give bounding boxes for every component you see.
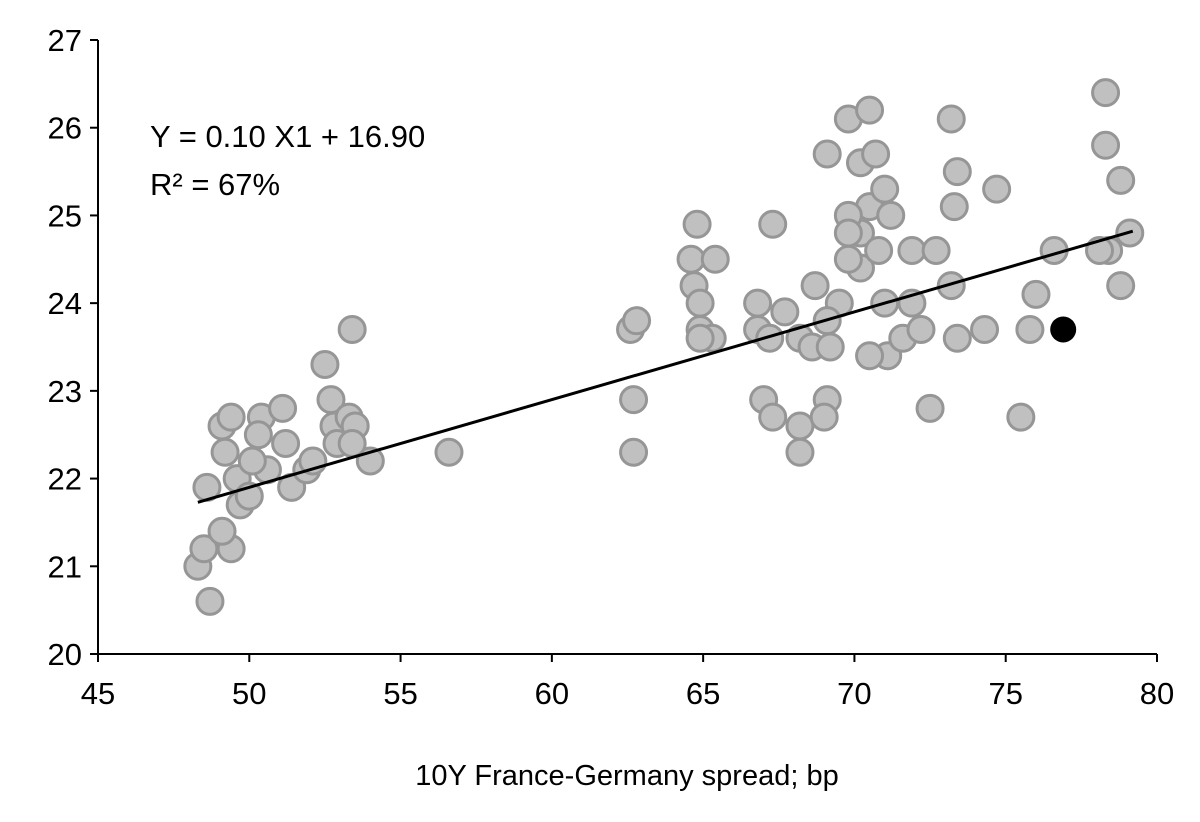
x-tick-label: 80: [1140, 676, 1174, 711]
x-tick-label: 75: [988, 676, 1022, 711]
y-tick-label: 27: [48, 23, 82, 58]
data-point: [906, 314, 936, 344]
data-point: [216, 402, 246, 432]
data-point: [619, 437, 649, 467]
data-point: [915, 393, 945, 423]
data-point: [434, 437, 464, 467]
data-point: [758, 402, 788, 432]
data-point: [676, 244, 706, 274]
data-point: [743, 288, 773, 318]
data-point: [936, 104, 966, 134]
y-tick-label: 21: [48, 549, 82, 584]
data-point: [970, 314, 1000, 344]
data-point: [939, 192, 969, 222]
data-point: [770, 297, 800, 327]
data-point: [700, 244, 730, 274]
x-tick-label: 55: [383, 676, 417, 711]
data-point: [855, 95, 885, 125]
data-point: [785, 437, 815, 467]
regression-equation: Y = 0.10 X1 + 16.90: [150, 119, 425, 154]
data-point: [268, 393, 298, 423]
data-point: [870, 174, 900, 204]
data-point: [1015, 314, 1045, 344]
data-point: [936, 271, 966, 301]
data-point: [876, 200, 906, 230]
x-tick-label: 45: [81, 676, 115, 711]
data-point: [271, 428, 301, 458]
data-point: [685, 288, 715, 318]
y-tick-label: 26: [48, 111, 82, 146]
data-point: [833, 218, 863, 248]
highlight-point: [1050, 316, 1077, 343]
y-tick-label: 20: [48, 637, 82, 672]
x-tick-label: 70: [837, 676, 871, 711]
data-point: [855, 341, 885, 371]
data-point: [682, 209, 712, 239]
data-point: [942, 323, 972, 353]
data-points: [183, 78, 1145, 616]
data-point: [337, 314, 367, 344]
x-axis-label: 10Y France-Germany spread; bp: [415, 760, 838, 792]
data-point: [897, 236, 927, 266]
data-point: [685, 323, 715, 353]
data-point: [755, 323, 785, 353]
data-point: [1021, 279, 1051, 309]
data-point: [1106, 271, 1136, 301]
x-tick-label: 50: [232, 676, 266, 711]
x-tick-label: 60: [535, 676, 569, 711]
data-point: [310, 350, 340, 380]
data-point: [809, 402, 839, 432]
data-point: [758, 209, 788, 239]
data-point: [1106, 165, 1136, 195]
data-point: [833, 244, 863, 274]
data-point: [815, 332, 845, 362]
y-tick-label: 23: [48, 374, 82, 409]
y-tick-label: 25: [48, 198, 82, 233]
y-tick-label: 22: [48, 462, 82, 497]
data-point: [1091, 78, 1121, 108]
data-point: [812, 139, 842, 169]
data-point: [195, 586, 225, 616]
data-point: [800, 271, 830, 301]
r-squared-label: R² = 67%: [150, 167, 280, 202]
data-point: [921, 236, 951, 266]
data-point: [337, 428, 367, 458]
data-point: [243, 420, 273, 450]
data-point: [622, 306, 652, 336]
data-point: [861, 139, 891, 169]
trend-line: [197, 229, 1134, 504]
y-tick-label: 24: [48, 286, 82, 321]
data-point: [210, 437, 240, 467]
data-point: [982, 174, 1012, 204]
data-point: [1091, 130, 1121, 160]
data-point: [619, 385, 649, 415]
data-point: [237, 446, 267, 476]
data-point: [207, 516, 237, 546]
data-point: [785, 411, 815, 441]
x-tick-label: 65: [686, 676, 720, 711]
data-point: [1006, 402, 1036, 432]
data-point: [942, 157, 972, 187]
data-point: [864, 236, 894, 266]
axes: 20 21 22 23 24 25 26 27 45 50 55 60 65 70 75 80: [48, 23, 1175, 711]
